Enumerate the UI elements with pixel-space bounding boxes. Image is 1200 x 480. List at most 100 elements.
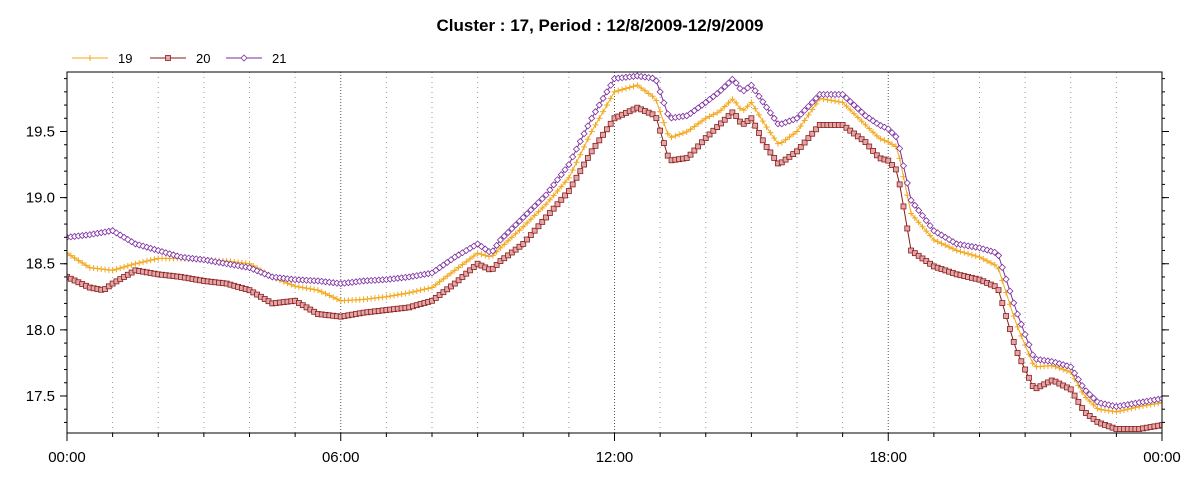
y-tick-label: 19.0 — [26, 190, 55, 207]
data-point — [683, 155, 690, 161]
data-point — [1101, 407, 1108, 414]
data-point — [706, 113, 713, 120]
data-point — [292, 283, 299, 290]
data-point — [482, 252, 489, 259]
data-point — [1159, 422, 1162, 428]
data-point — [858, 108, 866, 116]
data-point — [1029, 360, 1036, 367]
data-point — [843, 103, 850, 110]
data-point — [330, 294, 337, 301]
data-point — [961, 249, 968, 256]
data-point — [664, 110, 672, 118]
data-point — [797, 144, 804, 150]
y-tick-label: 18.0 — [26, 322, 55, 339]
data-point — [839, 90, 847, 99]
data-point — [1105, 407, 1112, 414]
data-point — [653, 97, 660, 104]
data-point — [630, 83, 637, 90]
data-point — [907, 196, 915, 204]
data-point — [656, 88, 664, 96]
data-point — [1022, 366, 1029, 373]
data-point — [953, 247, 960, 254]
data-point — [132, 260, 139, 267]
data-point — [733, 113, 740, 119]
data-point — [470, 264, 477, 270]
data-point — [851, 110, 858, 117]
data-point — [1014, 323, 1021, 330]
data-point — [1021, 330, 1029, 339]
data-point — [873, 119, 881, 127]
data-point — [1002, 275, 1010, 283]
data-point — [588, 114, 596, 122]
data-point — [903, 179, 911, 187]
data-point — [409, 288, 416, 295]
data-point — [752, 122, 759, 129]
data-point — [771, 155, 778, 161]
data-point — [596, 115, 603, 122]
data-point — [626, 84, 633, 91]
data-point — [728, 75, 736, 83]
data-point — [649, 111, 656, 118]
data-point — [828, 97, 835, 104]
data-point — [562, 179, 569, 186]
data-point — [1071, 392, 1078, 399]
data-point — [500, 232, 508, 240]
data-point — [1007, 326, 1013, 332]
data-point — [588, 128, 595, 135]
data-point — [721, 116, 728, 123]
data-point — [546, 210, 553, 216]
data-point — [67, 250, 70, 257]
data-point — [899, 162, 908, 170]
data-point — [759, 98, 767, 106]
data-point — [702, 115, 709, 122]
data-point — [512, 230, 519, 237]
data-point — [622, 85, 629, 92]
data-point — [904, 192, 911, 199]
data-point — [402, 290, 409, 297]
data-point — [664, 130, 671, 137]
data-point — [573, 159, 580, 166]
data-point — [603, 102, 610, 109]
data-point — [842, 94, 850, 102]
data-point — [576, 137, 584, 145]
data-point — [520, 241, 527, 247]
series-20 — [67, 104, 1162, 432]
data-point — [531, 202, 539, 210]
data-point — [904, 225, 911, 232]
x-axis: 00:00 06:00 12:00 18:00 00:00 — [48, 433, 1181, 466]
data-point — [543, 201, 550, 208]
data-point — [550, 181, 558, 189]
data-point — [892, 143, 899, 150]
data-point — [523, 210, 531, 218]
data-point — [763, 124, 770, 131]
data-point — [858, 118, 865, 125]
data-point — [1029, 351, 1037, 359]
data-point — [740, 107, 747, 114]
data-point — [1082, 394, 1089, 401]
data-point — [911, 214, 918, 221]
data-point — [763, 144, 770, 150]
data-point — [987, 259, 994, 266]
data-point — [850, 101, 858, 109]
data-point — [577, 168, 584, 175]
data-point — [778, 139, 785, 146]
data-point — [714, 124, 721, 130]
data-point — [896, 144, 904, 153]
data-point — [527, 232, 534, 238]
data-point — [553, 176, 562, 184]
data-point — [554, 201, 561, 208]
legend-item-20: 20 — [150, 51, 210, 66]
data-point — [687, 126, 694, 133]
data-point — [1017, 320, 1025, 328]
data-point — [805, 111, 812, 118]
data-point — [767, 129, 774, 136]
data-point — [322, 290, 329, 297]
data-point — [664, 152, 671, 159]
data-point — [504, 228, 512, 237]
data-point — [713, 90, 721, 98]
data-point — [1086, 390, 1094, 399]
data-point — [421, 286, 428, 293]
data-point — [611, 88, 618, 95]
data-point — [725, 99, 732, 106]
